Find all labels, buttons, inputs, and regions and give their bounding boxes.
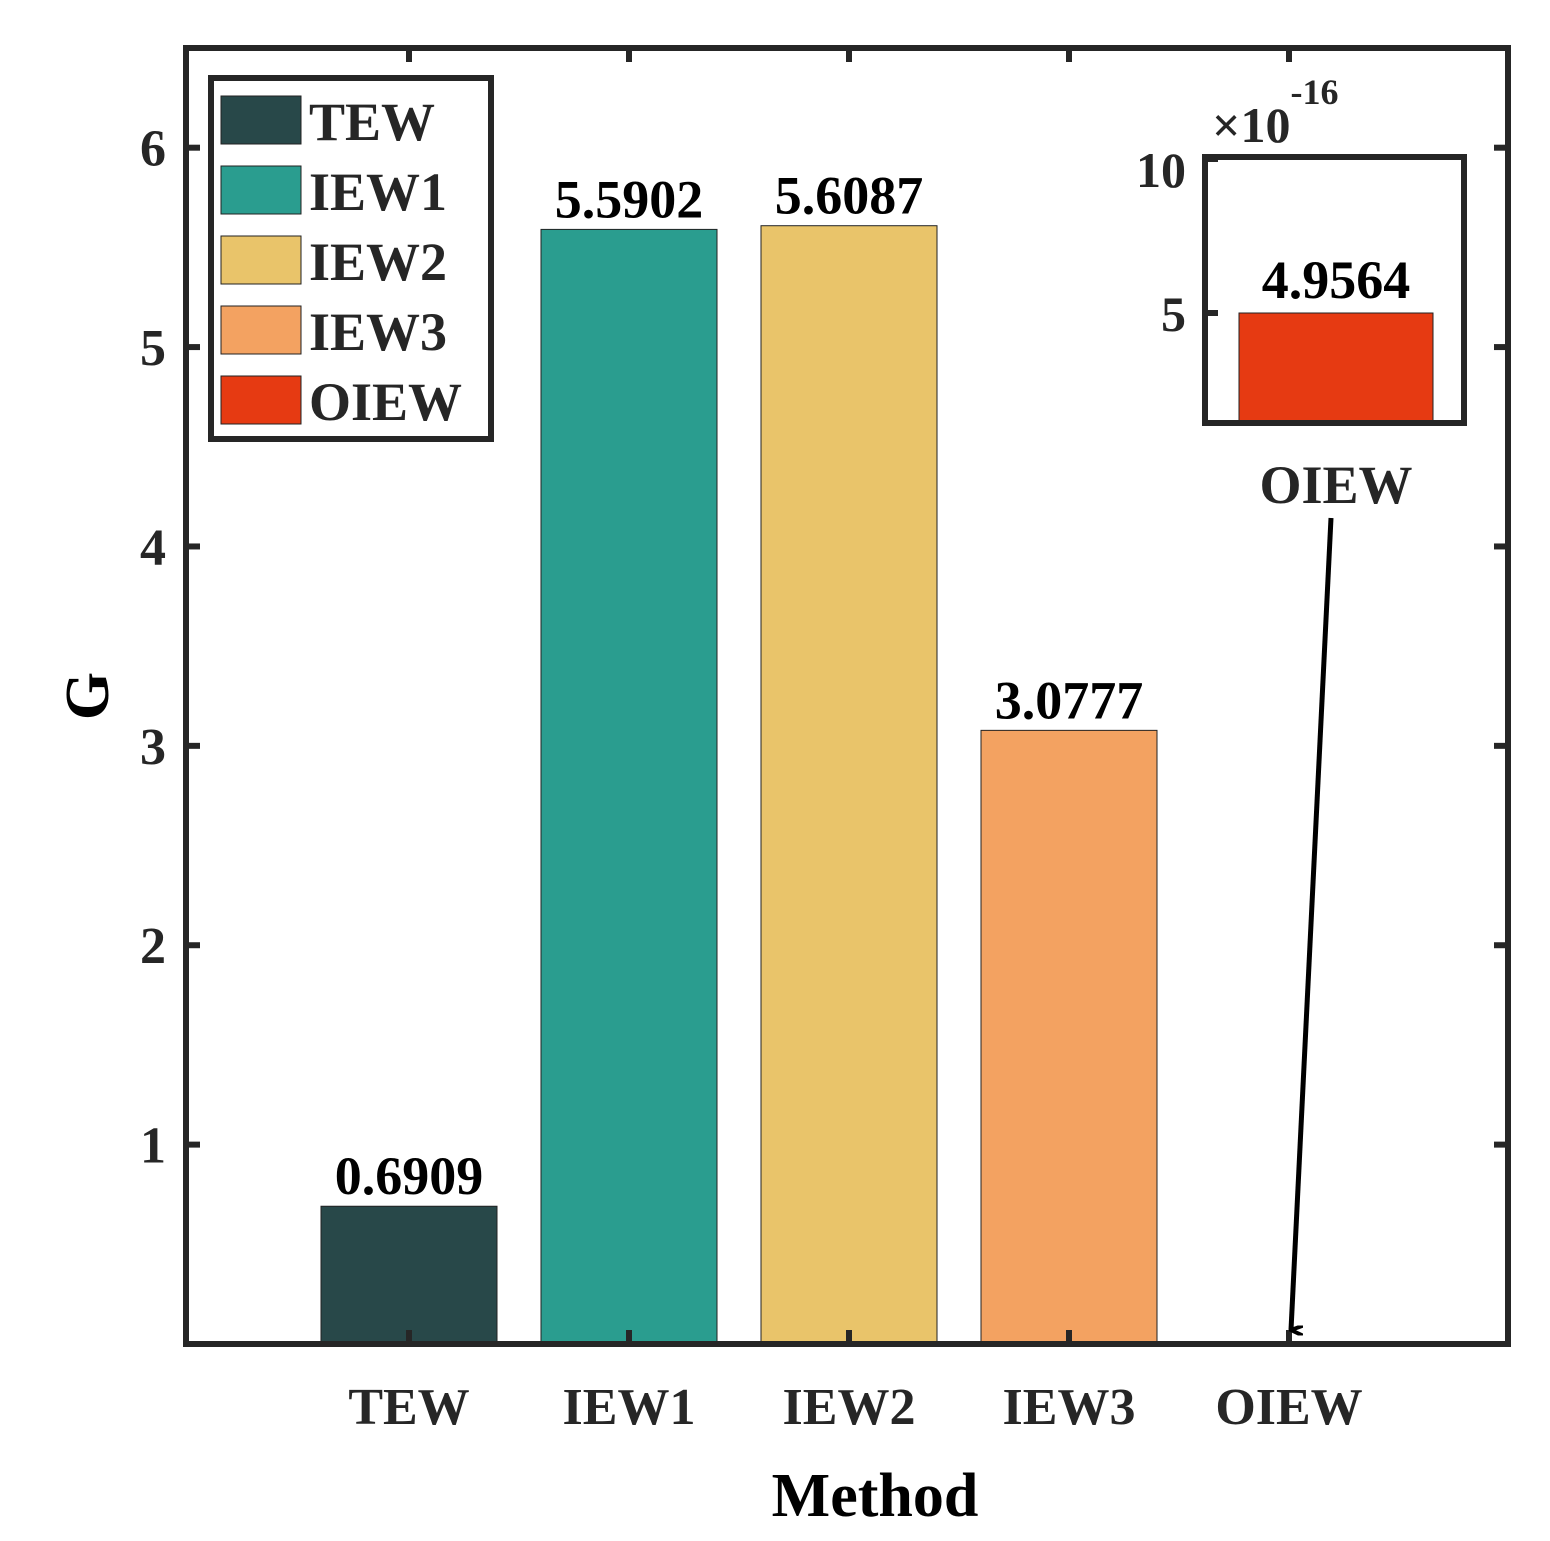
inset-data-label-oiew: 4.9564 <box>1262 250 1411 310</box>
inset-bar-oiew <box>1238 312 1434 424</box>
x-tick-label-oiew: OIEW <box>1215 1379 1362 1436</box>
legend-label-iew1: IEW1 <box>309 162 447 222</box>
x-axis-title: Method <box>772 1462 979 1530</box>
bar-tew <box>320 1205 498 1345</box>
y-tick-marks <box>186 144 1508 1148</box>
inset-category-label: OIEW <box>1259 455 1412 515</box>
inset-frame <box>1202 154 1467 426</box>
legend-swatch-oiew <box>220 375 302 425</box>
bars-group <box>320 225 1158 1345</box>
data-label-iew2: 5.6087 <box>775 166 924 226</box>
data-labels-group: 0.6909 5.5902 5.6087 3.0777 <box>335 166 1144 1207</box>
y-tick-label-6: 6 <box>140 121 166 178</box>
y-tick-label-5: 5 <box>140 320 166 377</box>
y-tick-label-3: 3 <box>140 719 166 776</box>
bar-iew1 <box>540 228 718 1345</box>
legend-swatch-iew2 <box>220 235 302 285</box>
x-tick-label-tew: TEW <box>348 1379 469 1436</box>
y-tick-label-1: 1 <box>140 1118 166 1175</box>
inset-arrow <box>1288 517 1334 1330</box>
bar-iew2 <box>760 225 938 1345</box>
x-tick-labels-group: TEW IEW1 IEW2 IEW3 OIEW <box>348 1379 1362 1436</box>
inset-tick-label-10: 10 <box>1136 142 1186 198</box>
legend-label-tew: TEW <box>309 92 435 152</box>
legend-label-iew2: IEW2 <box>309 232 447 292</box>
x-tick-label-iew2: IEW2 <box>783 1379 916 1436</box>
bar-iew3 <box>980 729 1158 1345</box>
x-tick-marks <box>406 48 1292 1344</box>
inset-zoom: 10 5 ×10-16 4.9564 OIEW <box>1136 72 1467 1330</box>
inset-exponent-power: -16 <box>1291 72 1339 112</box>
x-tick-label-iew1: IEW1 <box>563 1379 696 1436</box>
data-label-iew1: 5.5902 <box>555 169 704 229</box>
legend-swatch-iew3 <box>220 305 302 355</box>
y-tick-label-2: 2 <box>140 918 166 975</box>
y-tick-labels-group: 1 2 3 4 5 6 <box>140 121 166 1175</box>
data-label-tew: 0.6909 <box>335 1146 484 1206</box>
legend-swatch-iew1 <box>220 165 302 215</box>
data-label-iew3: 3.0777 <box>995 670 1144 730</box>
legend-label-oiew: OIEW <box>309 372 462 432</box>
legend-swatch-tew <box>220 95 302 145</box>
x-tick-label-iew3: IEW3 <box>1003 1379 1136 1436</box>
inset-tick-label-5: 5 <box>1161 286 1186 342</box>
y-tick-label-4: 4 <box>140 519 166 576</box>
legend-label-iew3: IEW3 <box>309 302 447 362</box>
inset-exponent: ×10-16 <box>1212 72 1339 153</box>
y-axis-title: G <box>54 672 122 720</box>
inset-exponent-base: ×10 <box>1212 97 1291 153</box>
legend: TEW IEW1 IEW2 IEW3 OIEW <box>208 75 494 442</box>
